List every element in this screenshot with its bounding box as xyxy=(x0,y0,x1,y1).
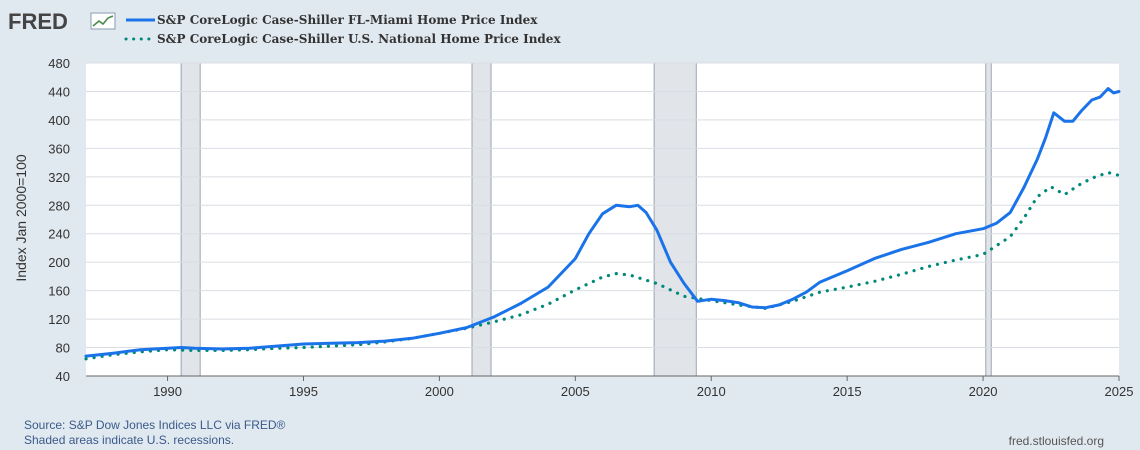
site-link[interactable]: fred.stlouisfed.org xyxy=(1008,434,1104,448)
y-axis-title: Index Jan 2000=100 xyxy=(13,154,29,281)
recession-band xyxy=(653,62,697,377)
y-tick-label: 280 xyxy=(48,198,70,213)
legend: S&P CoreLogic Case-Shiller FL-Miami Home… xyxy=(124,13,561,46)
series-line-miami xyxy=(84,87,1121,358)
x-axis-ticks: 1990 1995 2000 2005 2010 2015 2020 2025 xyxy=(86,375,1134,399)
x-tick-label: 2000 xyxy=(425,384,454,399)
y-tick-label: 120 xyxy=(48,312,70,327)
y-tick-label: 40 xyxy=(56,369,70,384)
x-tick-label: 1995 xyxy=(289,384,318,399)
y-tick-label: 320 xyxy=(48,170,70,185)
recession-band xyxy=(471,62,492,377)
recession-shading xyxy=(180,62,992,377)
y-tick-label: 80 xyxy=(56,341,70,356)
x-tick-label: 1990 xyxy=(153,384,182,399)
y-tick-label: 240 xyxy=(48,227,70,242)
y-tick-label: 480 xyxy=(48,56,70,71)
x-tick-label: 2025 xyxy=(1105,384,1134,399)
y-tick-label: 440 xyxy=(48,84,70,99)
source-note: Source: S&P Dow Jones Indices LLC via FR… xyxy=(24,418,286,432)
x-tick-label: 2020 xyxy=(969,384,998,399)
plot-area xyxy=(86,63,1119,376)
x-tick-label: 2015 xyxy=(833,384,862,399)
recession-band xyxy=(180,62,201,377)
footer-notes: Source: S&P Dow Jones Indices LLC via FR… xyxy=(24,418,285,448)
series-line-national xyxy=(84,170,1121,361)
y-tick-label: 360 xyxy=(48,141,70,156)
legend-label-miami: S&P CoreLogic Case-Shiller FL-Miami Home… xyxy=(157,13,538,27)
legend-label-national: S&P CoreLogic Case-Shiller U.S. National… xyxy=(157,32,561,46)
y-tick-label: 160 xyxy=(48,284,70,299)
trend-line-icon xyxy=(90,12,116,30)
y-axis-ticks: 40 80 120 160 200 240 280 320 360 400 440 480 xyxy=(48,56,70,384)
fred-logo[interactable]: FRED xyxy=(8,9,68,34)
x-tick-label: 2005 xyxy=(561,384,590,399)
recession-band xyxy=(985,62,992,377)
x-tick-label: 2010 xyxy=(697,384,726,399)
y-tick-label: 400 xyxy=(48,113,70,128)
y-tick-label: 200 xyxy=(48,255,70,270)
recession-note: Shaded areas indicate U.S. recessions. xyxy=(24,433,235,447)
series-layer xyxy=(84,87,1121,361)
